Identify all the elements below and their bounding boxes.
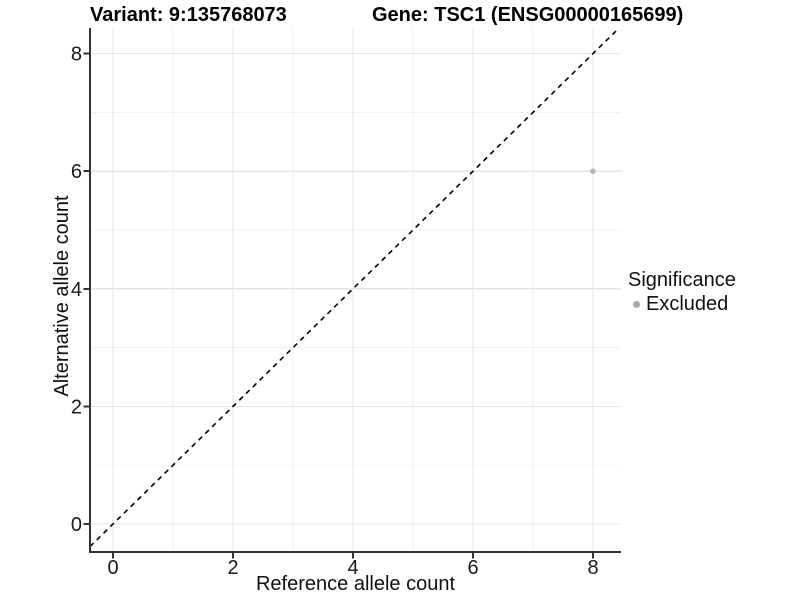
legend-item-label: Excluded <box>646 293 729 315</box>
x-tick-label: 0 <box>107 557 118 579</box>
variant-title: Variant: 9:135768073 <box>90 4 287 26</box>
legend-item-excluded: Excluded <box>628 293 736 316</box>
legend-title: Significance <box>628 269 736 291</box>
y-tick-label: 8 <box>71 44 82 66</box>
excluded-point-icon <box>633 301 640 308</box>
x-axis-title: Reference allele count <box>255 573 455 595</box>
y-tick-label: 4 <box>71 279 82 301</box>
x-tick-label: 2 <box>227 557 238 579</box>
y-axis-title: Alternative allele count <box>51 195 73 397</box>
gene-title: Gene: TSC1 (ENSG00000165699) <box>372 4 684 26</box>
y-tick-label: 2 <box>71 396 82 418</box>
y-tick-label: 0 <box>71 514 82 536</box>
x-tick-label: 6 <box>467 557 478 579</box>
x-tick-label: 4 <box>347 557 358 579</box>
legend: Significance Excluded <box>628 269 736 316</box>
y-tick-label: 6 <box>71 161 82 183</box>
data-point <box>590 168 596 174</box>
x-tick-label: 8 <box>587 557 598 579</box>
identity-line <box>89 27 620 548</box>
